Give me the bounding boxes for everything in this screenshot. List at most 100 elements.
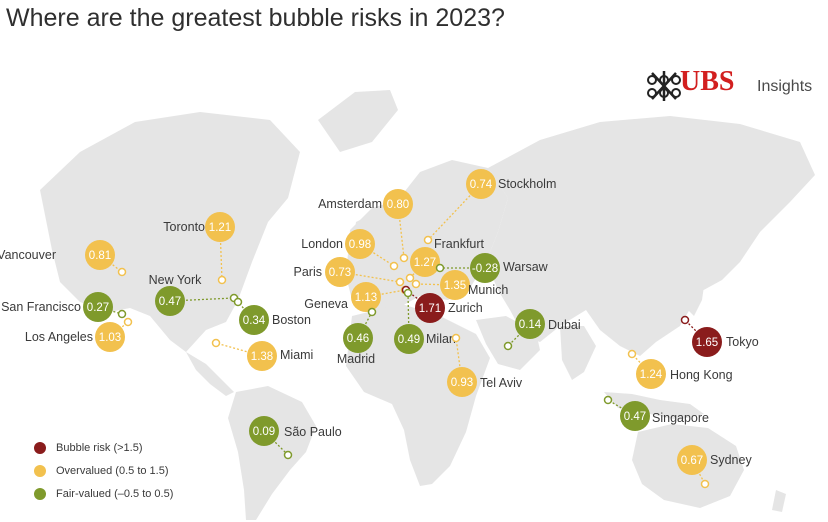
- brand-name: UBS: [680, 66, 735, 97]
- location-dot-sydney: [700, 479, 710, 489]
- value-circle-munich: [440, 270, 470, 300]
- value-label-madrid: 0.46: [347, 333, 369, 345]
- value-label-new-york: 0.47: [159, 296, 181, 308]
- location-dot-miami: [211, 338, 221, 348]
- value-circle-london: [345, 229, 375, 259]
- city-label-tel-aviv: Tel Aviv: [480, 376, 523, 390]
- page-title: Where are the greatest bubble risks in 2…: [6, 4, 505, 32]
- location-dot-frankfurt: [405, 273, 415, 283]
- value-label-london: 0.98: [349, 239, 371, 251]
- asia-shape: [486, 116, 815, 356]
- value-label-toronto: 1.21: [209, 222, 231, 234]
- value-circle-amsterdam: [383, 189, 413, 219]
- value-circle-san-francisco: [83, 292, 113, 322]
- value-label-miami: 1.38: [251, 351, 273, 363]
- value-label-san-francisco: 0.27: [87, 302, 109, 314]
- city-label-singapore: Singapore: [652, 411, 709, 425]
- city-label-zurich: Zurich: [448, 301, 483, 315]
- value-circle-los-angeles: [95, 322, 125, 352]
- location-dot-san-francisco: [117, 309, 127, 319]
- value-circle-stockholm: [466, 169, 496, 199]
- city-label-toronto: Toronto: [163, 220, 205, 234]
- value-circle-milan: [394, 324, 424, 354]
- city-label-dubai: Dubai: [548, 318, 581, 332]
- value-label-warsaw: -0.28: [472, 263, 498, 275]
- connector-munich: [415, 283, 456, 286]
- value-label-zurich: 1.71: [419, 303, 441, 315]
- legend-item-fair: Fair-valued (–0.5 to 0.5): [34, 482, 173, 505]
- ubs-keys-logo: [647, 71, 681, 101]
- city-label-madrid: Madrid: [337, 352, 375, 366]
- city-markers: 0.81 Vancouver 1.21 Toronto 0.47 New York 0.27…: [0, 169, 759, 489]
- city-label-hong-kong: Hong Kong: [670, 368, 733, 382]
- location-dot-warsaw: [435, 263, 445, 273]
- location-dot-hong-kong: [627, 349, 637, 359]
- value-label-los-angeles: 1.03: [99, 332, 121, 344]
- value-circle-tel-aviv: [447, 367, 477, 397]
- city-label-san-francisco: San Francisco: [1, 300, 81, 314]
- new-zealand-shape: [772, 490, 786, 512]
- city-label-sydney: Sydney: [710, 453, 752, 467]
- value-circle-new-york: [155, 286, 185, 316]
- value-label-tel-aviv: 0.93: [451, 377, 473, 389]
- city-label-tokyo: Tokyo: [726, 335, 759, 349]
- japan-shape: [688, 270, 706, 316]
- value-circle-frankfurt: [410, 247, 440, 277]
- city-label-paris: Paris: [294, 265, 322, 279]
- value-label-munich: 1.35: [444, 280, 466, 292]
- city-label-munich: Munich: [468, 283, 508, 297]
- value-label-milan: 0.49: [398, 334, 420, 346]
- location-dot-tokyo: [680, 315, 690, 325]
- value-circle-zurich: [415, 293, 445, 323]
- value-label-tokyo: 1.65: [696, 337, 718, 349]
- value-label-vancouver: 0.81: [89, 250, 111, 262]
- location-dot-los-angeles: [123, 317, 133, 327]
- city-label-amsterdam: Amsterdam: [318, 197, 382, 211]
- location-dot-madrid: [367, 307, 377, 317]
- location-dot-london: [389, 261, 399, 271]
- south-america-shape: [228, 386, 316, 520]
- location-dot-munich: [411, 279, 421, 289]
- value-circle-sao-paulo: [249, 416, 279, 446]
- city-label-stockholm: Stockholm: [498, 177, 556, 191]
- value-label-frankfurt: 1.27: [414, 257, 436, 269]
- city-label-miami: Miami: [280, 348, 313, 362]
- city-label-milan: Milan: [426, 332, 456, 346]
- connector-geneva: [365, 289, 406, 298]
- continents: [40, 90, 815, 520]
- value-circle-geneva: [351, 282, 381, 312]
- location-dot-singapore: [603, 395, 613, 405]
- location-dot-sao-paulo: [283, 450, 293, 460]
- value-label-singapore: 0.47: [624, 411, 646, 423]
- city-label-london: London: [301, 237, 343, 251]
- legend-dot-overvalued: [34, 464, 46, 477]
- legend-item-overvalued: Overvalued (0.5 to 1.5): [34, 459, 173, 482]
- location-dot-toronto: [217, 275, 227, 285]
- value-circle-miami: [247, 341, 277, 371]
- value-circle-madrid: [343, 323, 373, 353]
- city-label-boston: Boston: [272, 313, 311, 327]
- connector-tel-aviv: [455, 337, 463, 383]
- location-dot-dubai: [503, 341, 513, 351]
- location-dot-paris: [395, 277, 405, 287]
- value-label-sao-paulo: 0.09: [253, 426, 275, 438]
- legend-label-fair: Fair-valued (–0.5 to 0.5): [56, 487, 174, 500]
- value-label-boston: 0.34: [243, 315, 266, 327]
- africa-shape: [346, 304, 490, 486]
- location-dot-stockholm: [423, 235, 433, 245]
- value-circle-warsaw: [470, 253, 500, 283]
- location-dot-boston: [233, 297, 243, 307]
- value-circle-paris: [325, 257, 355, 287]
- city-label-los-angeles: Los Angeles: [25, 330, 93, 344]
- location-dot-vancouver: [117, 267, 127, 277]
- location-dot-milan: [403, 288, 413, 298]
- india-shape: [560, 326, 596, 380]
- value-label-dubai: 0.14: [519, 319, 542, 331]
- value-label-geneva: 1.13: [355, 292, 377, 304]
- city-label-sao-paulo: São Paulo: [284, 425, 342, 439]
- value-label-hong-kong: 1.24: [640, 369, 663, 381]
- value-circle-tokyo: [692, 327, 722, 357]
- value-circle-dubai: [515, 309, 545, 339]
- legend-item-bubble: Bubble risk (>1.5): [34, 436, 173, 459]
